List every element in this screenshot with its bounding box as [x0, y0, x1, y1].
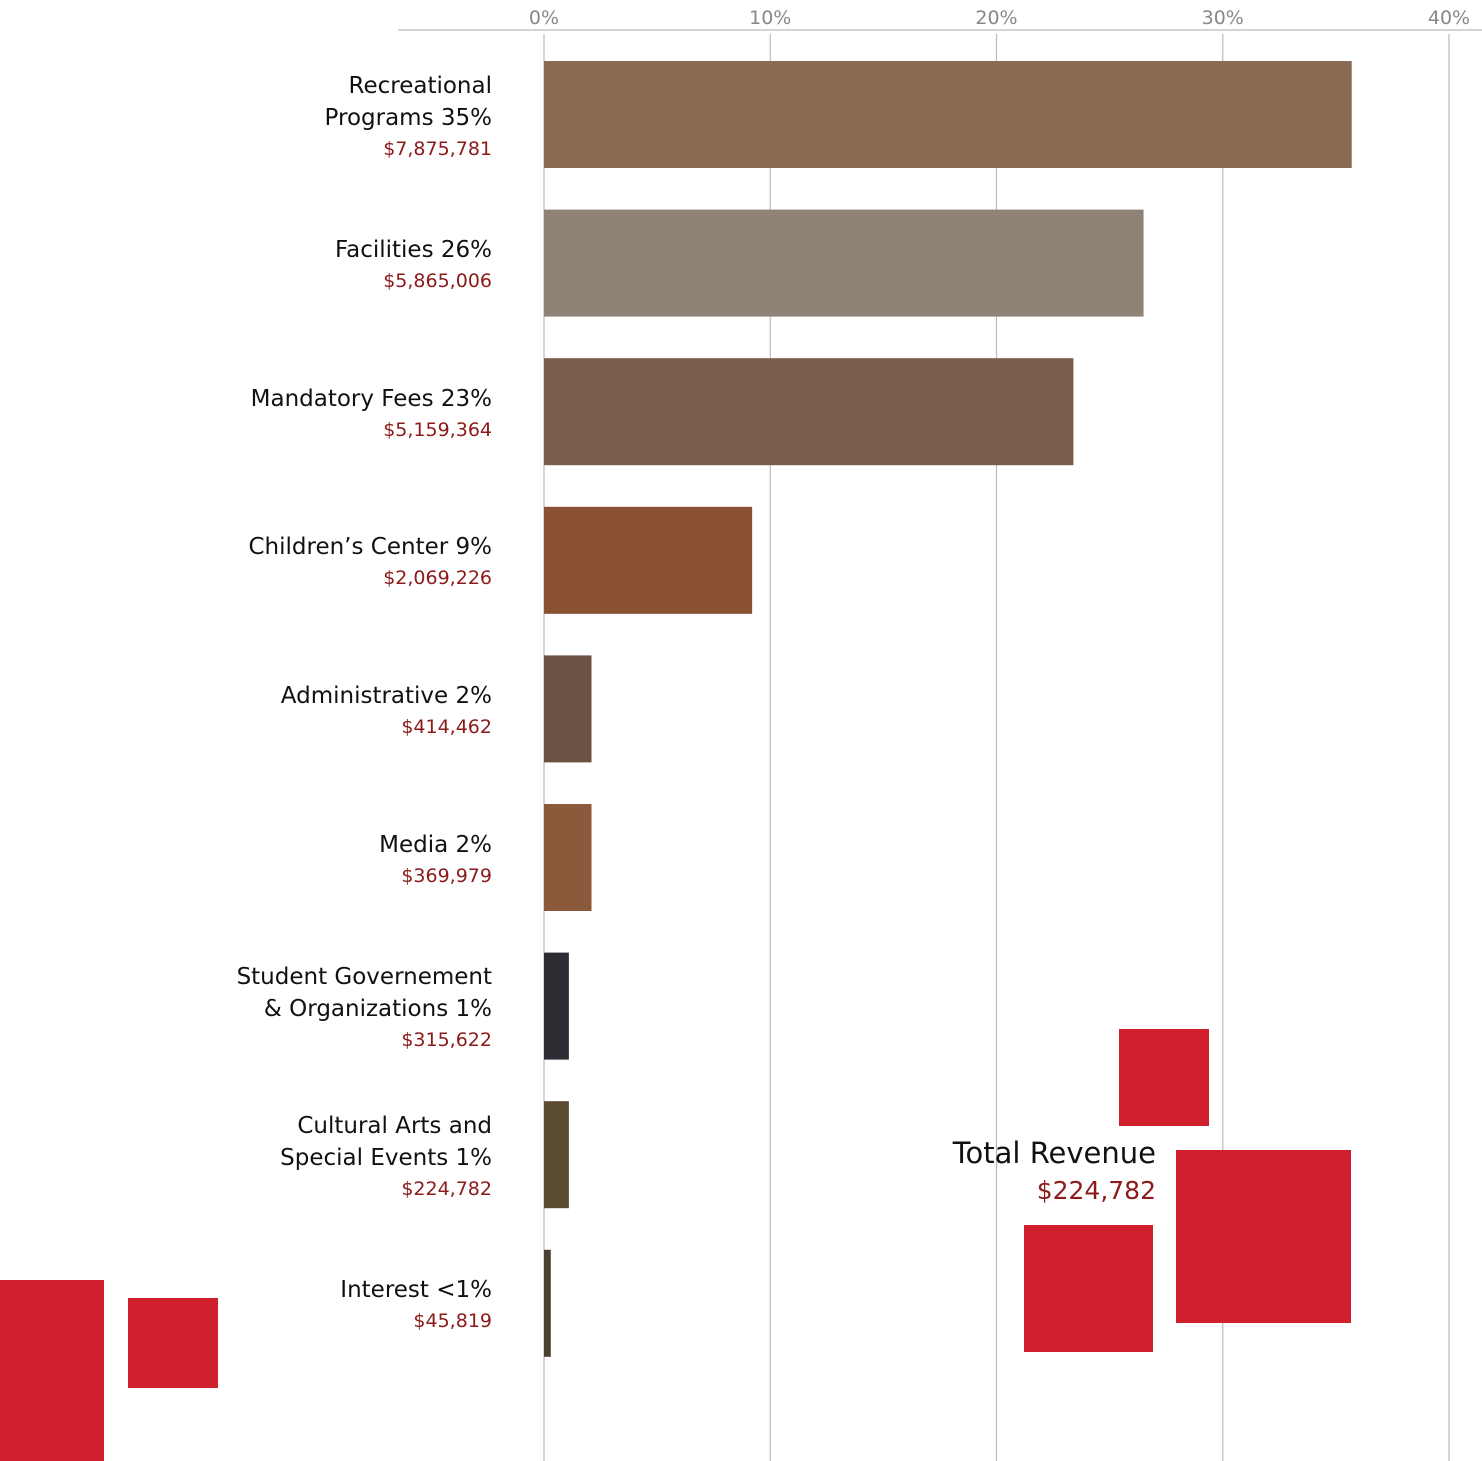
total-amount: $224,782 [953, 1176, 1156, 1205]
bar [544, 358, 1073, 465]
amount-label: $369,979 [379, 865, 492, 887]
category-label: Cultural Arts and Special Events 1% [280, 1110, 492, 1174]
x-tick-label: 10% [749, 7, 791, 29]
category-label: Recreational Programs 35% [325, 70, 492, 134]
category-label-group: Recreational Programs 35% $7,875,781 [325, 70, 492, 160]
decor-square [1176, 1150, 1351, 1323]
category-label: Media 2% [379, 829, 492, 861]
total-block: Total Revenue $224,782 [953, 1136, 1156, 1205]
category-label-group: Mandatory Fees 23% $5,159,364 [251, 383, 492, 441]
total-title: Total Revenue [953, 1136, 1156, 1170]
category-label: Administrative 2% [281, 680, 492, 712]
bar [544, 507, 752, 614]
bar [544, 953, 569, 1060]
category-label-group: Interest <1% $45,819 [340, 1274, 492, 1332]
category-label-group: Children’s Center 9% $2,069,226 [248, 531, 492, 589]
category-label-group: Media 2% $369,979 [379, 829, 492, 887]
category-label-group: Administrative 2% $414,462 [281, 680, 492, 738]
amount-label: $5,865,006 [335, 270, 492, 292]
amount-label: $7,875,781 [325, 138, 492, 160]
amount-label: $5,159,364 [251, 419, 492, 441]
amount-label: $414,462 [281, 716, 492, 738]
amount-label: $2,069,226 [248, 567, 492, 589]
amount-label: $224,782 [280, 1178, 492, 1200]
bar [544, 655, 592, 762]
category-label-group: Student Governement & Organizations 1% $3… [237, 961, 492, 1051]
category-label: Facilities 26% [335, 234, 492, 266]
amount-label: $45,819 [340, 1310, 492, 1332]
bar [544, 804, 592, 911]
category-label: Interest <1% [340, 1274, 492, 1306]
amount-label: $315,622 [237, 1029, 492, 1051]
bar [544, 61, 1352, 168]
x-tick-label: 0% [529, 7, 559, 29]
x-tick-label: 30% [1202, 7, 1244, 29]
category-label-group: Facilities 26% $5,865,006 [335, 234, 492, 292]
category-label: Mandatory Fees 23% [251, 383, 492, 415]
page: 0%10%20%30%40% Total Revenue $224,782 ((… [0, 0, 1482, 1461]
decor-square [0, 1280, 104, 1461]
category-label-group: Cultural Arts and Special Events 1% $224,… [280, 1110, 492, 1200]
x-tick-label: 20% [975, 7, 1017, 29]
bar [544, 210, 1144, 317]
bar [544, 1101, 569, 1208]
x-tick-label: 40% [1428, 7, 1470, 29]
category-label: Student Governement & Organizations 1% [237, 961, 492, 1025]
decor-square [1119, 1029, 1209, 1126]
bar [544, 1250, 551, 1357]
decor-square [1024, 1225, 1153, 1352]
decor-square [128, 1298, 218, 1388]
category-label: Children’s Center 9% [248, 531, 492, 563]
